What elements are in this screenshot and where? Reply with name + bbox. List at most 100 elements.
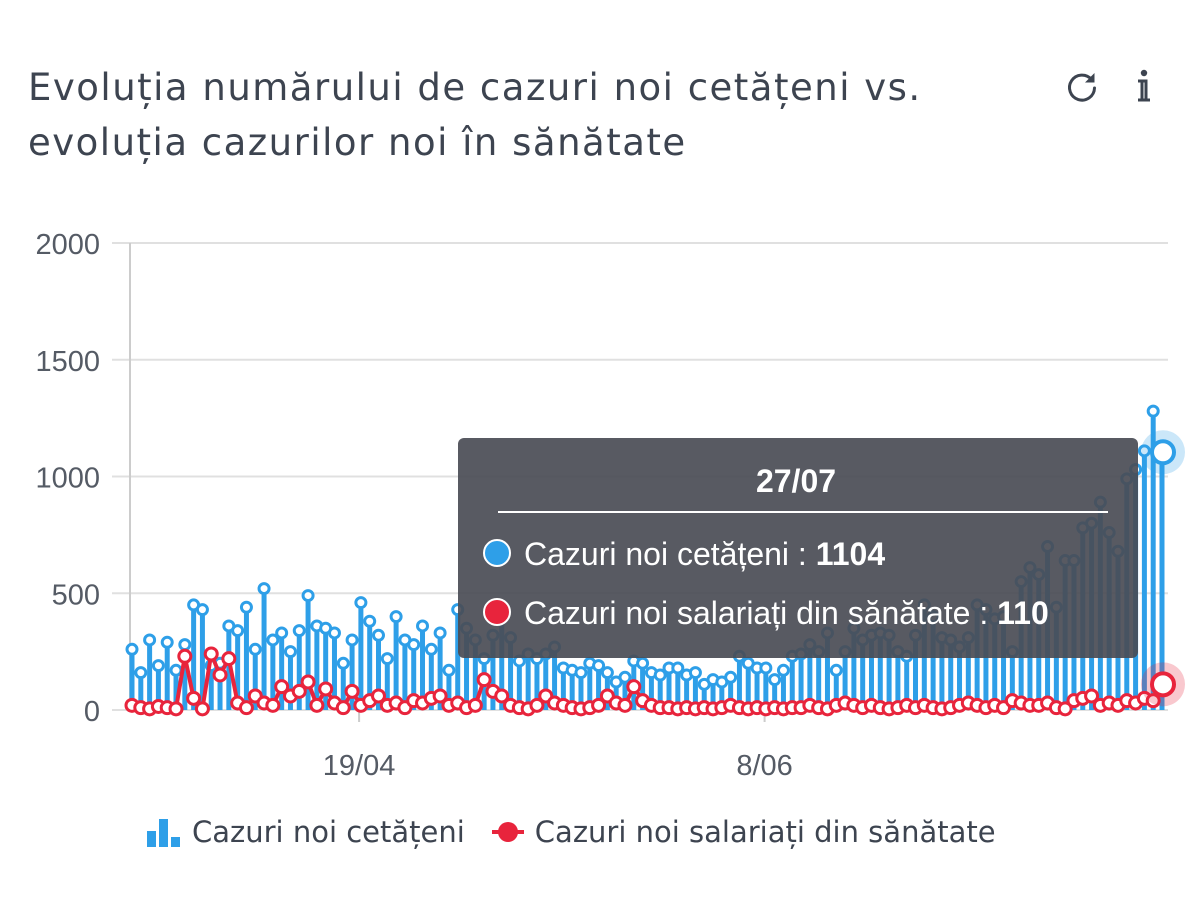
hover-point-series1 bbox=[1150, 439, 1176, 466]
line-point bbox=[370, 688, 386, 704]
bar-point bbox=[636, 656, 650, 670]
chart-canvas: 0 500 1000 1500 2000 19/04 8/06 27/07 Cazuri … bbox=[35, 229, 1185, 782]
bar-point bbox=[416, 619, 430, 633]
bar-point bbox=[363, 614, 377, 628]
bar-point bbox=[776, 663, 790, 677]
line-point bbox=[335, 700, 351, 716]
tooltip-title: 27/07 bbox=[756, 463, 836, 499]
bar-point bbox=[407, 638, 421, 652]
legend-item-cetateni[interactable]: Cazuri noi cetățeni bbox=[146, 815, 465, 849]
y-tick-label: 0 bbox=[84, 696, 100, 728]
line-point bbox=[476, 672, 492, 688]
bar-chart-icon bbox=[147, 819, 180, 847]
line-point bbox=[617, 697, 633, 713]
y-tick-labels: 0 500 1000 1500 2000 bbox=[35, 229, 100, 728]
bar-point bbox=[829, 663, 843, 677]
tooltip-box bbox=[458, 438, 1138, 658]
legend-item-sanatate[interactable]: Cazuri noi salariați din sănătate bbox=[491, 815, 996, 849]
dot-line-icon bbox=[491, 822, 524, 842]
line-point bbox=[203, 646, 219, 662]
bar-point bbox=[134, 666, 148, 680]
bar-point bbox=[257, 582, 271, 596]
info-icon[interactable] bbox=[1122, 64, 1166, 108]
y-tick-label: 1500 bbox=[35, 346, 100, 378]
line-point bbox=[194, 701, 210, 717]
bar-point bbox=[371, 628, 385, 642]
line-point bbox=[467, 697, 483, 713]
line-point bbox=[212, 667, 228, 683]
bar-point bbox=[301, 589, 315, 603]
bar-point bbox=[327, 626, 341, 640]
bar-point bbox=[125, 642, 139, 656]
x-tick-label: 8/06 bbox=[736, 750, 792, 782]
bar-point bbox=[433, 626, 447, 640]
bar-point bbox=[768, 673, 782, 687]
tooltip: 27/07 Cazuri noi cetățeni : 1104 Cazuri … bbox=[458, 438, 1138, 658]
line-point bbox=[344, 683, 360, 699]
bar-point bbox=[618, 670, 632, 684]
bar-point bbox=[169, 663, 183, 677]
tooltip-row-2: Cazuri noi salariați din sănătate : 110 bbox=[524, 595, 1049, 631]
line-point bbox=[494, 688, 510, 704]
line-point bbox=[432, 688, 448, 704]
bar-point bbox=[424, 642, 438, 656]
bar-point bbox=[354, 596, 368, 610]
y-tick-label: 2000 bbox=[35, 229, 100, 261]
bar-point bbox=[231, 624, 245, 638]
bar-point bbox=[724, 670, 738, 684]
line-point bbox=[168, 701, 184, 717]
tooltip-row-1-value: 1104 bbox=[816, 536, 886, 572]
bar-point bbox=[759, 661, 773, 675]
line-point bbox=[221, 651, 237, 667]
bar-point bbox=[688, 666, 702, 680]
chart-title: Evoluția numărului de cazuri noi cetățen… bbox=[28, 66, 922, 164]
line-point bbox=[177, 648, 193, 664]
bar-point bbox=[292, 624, 306, 638]
line-point bbox=[1084, 688, 1100, 704]
tooltip-dot-series2 bbox=[483, 598, 511, 626]
bar-point bbox=[275, 626, 289, 640]
bar-point bbox=[345, 633, 359, 647]
tooltip-row-2-value: 110 bbox=[997, 595, 1049, 631]
legend: Cazuri noi cetățeni Cazuri noi salariați… bbox=[146, 810, 1022, 854]
line-point bbox=[274, 679, 290, 695]
bar-point bbox=[248, 642, 262, 656]
tooltip-row-2-label: Cazuri noi salariați din sănătate : bbox=[524, 595, 997, 631]
bar-point bbox=[1146, 404, 1160, 418]
series-cazuri-sanatate bbox=[124, 646, 1170, 717]
bar-point bbox=[178, 638, 192, 652]
refresh-icon[interactable] bbox=[1060, 64, 1104, 108]
bar-point bbox=[283, 645, 297, 659]
line-point bbox=[291, 683, 307, 699]
y-tick-label: 1000 bbox=[35, 463, 100, 495]
bar-point bbox=[592, 659, 606, 673]
bar-point bbox=[380, 652, 394, 666]
bar-point bbox=[195, 603, 209, 617]
bar-point bbox=[143, 633, 157, 647]
x-tick-label: 19/04 bbox=[323, 750, 396, 782]
bar-point bbox=[151, 659, 165, 673]
bar-point bbox=[442, 663, 456, 677]
line-point bbox=[1057, 701, 1073, 717]
tooltip-dot-series1 bbox=[483, 539, 511, 567]
line-point bbox=[529, 697, 545, 713]
bar-point bbox=[1137, 444, 1151, 458]
bar-point bbox=[266, 633, 280, 647]
legend-label-sanatate: Cazuri noi salariați din sănătate bbox=[534, 815, 996, 849]
tooltip-row-1-label: Cazuri noi cetățeni : bbox=[524, 536, 816, 572]
hover-markers bbox=[1141, 430, 1185, 707]
bar-point bbox=[600, 666, 614, 680]
line-point bbox=[626, 679, 642, 695]
legend-label-cetateni: Cazuri noi cetățeni bbox=[192, 815, 465, 849]
bar-point bbox=[160, 635, 174, 649]
line-point bbox=[309, 697, 325, 713]
line-point bbox=[1145, 693, 1161, 709]
tooltip-row-1: Cazuri noi cetățeni : 1104 bbox=[524, 536, 885, 572]
bar-point bbox=[389, 610, 403, 624]
hover-point-series2 bbox=[1150, 671, 1176, 698]
bar-point bbox=[671, 661, 685, 675]
y-tick-label: 500 bbox=[52, 579, 100, 611]
line-point bbox=[591, 697, 607, 713]
x-tick-labels: 19/04 8/06 bbox=[323, 710, 793, 782]
line-point bbox=[318, 681, 334, 697]
